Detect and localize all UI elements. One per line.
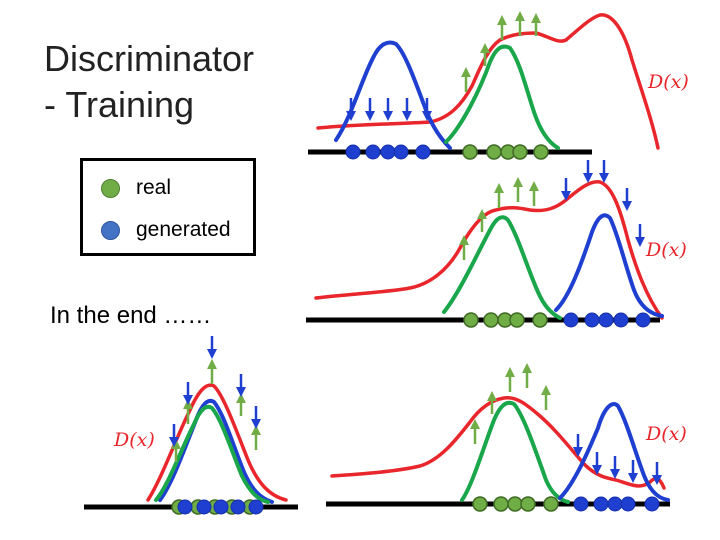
discriminator-curve — [316, 13, 660, 150]
real-points — [463, 312, 548, 328]
down-arrows — [169, 336, 261, 447]
generated-dot-icon — [101, 220, 120, 240]
panel-label: D(x) — [645, 423, 687, 445]
legend-generated: generated — [101, 218, 231, 242]
real-points — [472, 496, 559, 512]
panel-end: D(x) — [84, 336, 298, 515]
generated-distribution-curve — [558, 402, 670, 502]
panel-step-1: D(x) — [308, 11, 689, 160]
down-arrows — [346, 98, 432, 121]
title-line-1: Discriminator — [44, 38, 255, 79]
legend-generated-label: generated — [136, 218, 231, 241]
real-points — [462, 144, 549, 160]
panel-label: D(x) — [645, 239, 687, 261]
panel-step-2: D(x) — [306, 160, 687, 328]
legend-real-label: real — [136, 176, 172, 199]
generated-distribution-curve — [334, 40, 452, 150]
real-distribution-curve — [442, 215, 562, 320]
generated-distribution-curve — [158, 398, 274, 504]
generated-points — [177, 499, 264, 515]
panel-label: D(x) — [113, 429, 155, 451]
generated-points — [563, 312, 651, 328]
up-arrows — [459, 177, 539, 260]
panel-step-3: D(x) — [326, 363, 687, 512]
legend-real: real — [101, 176, 171, 200]
up-arrows — [171, 359, 261, 462]
generated-points — [573, 496, 660, 512]
up-arrows — [470, 363, 551, 444]
title-line-2: - Training — [44, 84, 195, 125]
discriminator-curve — [314, 180, 664, 320]
panel-label: D(x) — [647, 71, 689, 93]
real-dot-icon — [101, 178, 120, 198]
in-the-end-caption: In the end …… — [50, 302, 212, 329]
legend-box: real generated — [80, 158, 256, 256]
generated-points — [345, 144, 431, 160]
up-arrows — [461, 11, 541, 92]
real-distribution-curve — [154, 404, 270, 504]
discriminator-curve — [330, 395, 666, 490]
down-arrows — [561, 160, 645, 247]
real-distribution-curve — [460, 400, 570, 504]
real-distribution-curve — [444, 44, 560, 150]
generated-distribution-curve — [554, 213, 664, 318]
down-arrows — [573, 434, 662, 485]
slide-title: Discriminator - Training — [44, 36, 254, 128]
